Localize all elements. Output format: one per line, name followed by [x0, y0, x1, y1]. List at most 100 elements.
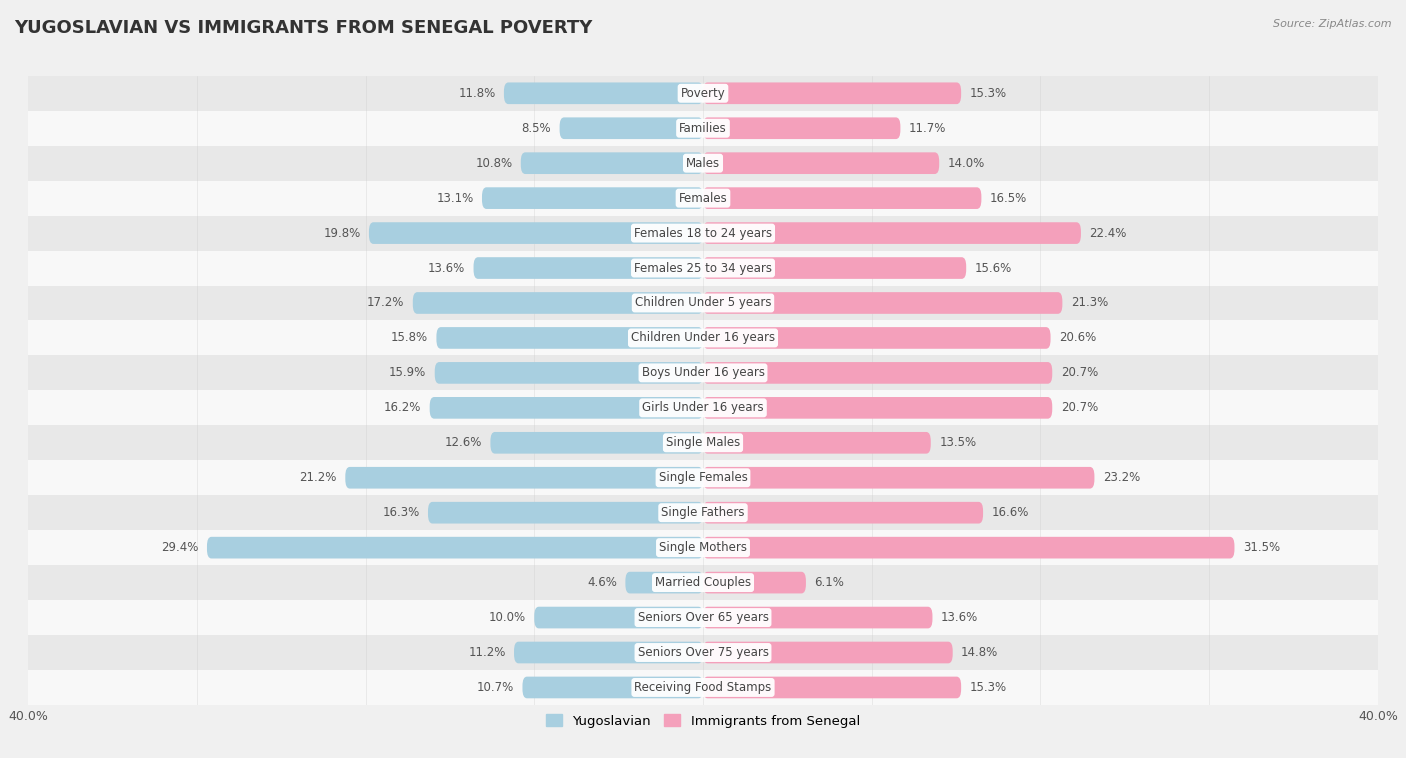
Text: 20.6%: 20.6% [1059, 331, 1097, 344]
Text: 15.3%: 15.3% [970, 86, 1007, 100]
FancyBboxPatch shape [703, 502, 983, 524]
FancyBboxPatch shape [515, 642, 703, 663]
FancyBboxPatch shape [560, 117, 703, 139]
FancyBboxPatch shape [703, 152, 939, 174]
Text: Males: Males [686, 157, 720, 170]
Text: 13.6%: 13.6% [941, 611, 979, 624]
Text: 31.5%: 31.5% [1243, 541, 1279, 554]
FancyBboxPatch shape [703, 83, 962, 104]
Bar [28, 180, 1378, 215]
Text: Boys Under 16 years: Boys Under 16 years [641, 366, 765, 380]
FancyBboxPatch shape [474, 257, 703, 279]
FancyBboxPatch shape [436, 327, 703, 349]
Text: Receiving Food Stamps: Receiving Food Stamps [634, 681, 772, 694]
Text: 6.1%: 6.1% [814, 576, 844, 589]
FancyBboxPatch shape [703, 467, 1094, 489]
Text: 16.6%: 16.6% [991, 506, 1029, 519]
Bar [28, 390, 1378, 425]
FancyBboxPatch shape [703, 327, 1050, 349]
Text: 14.8%: 14.8% [962, 646, 998, 659]
Bar [28, 565, 1378, 600]
Text: Single Females: Single Females [658, 471, 748, 484]
FancyBboxPatch shape [491, 432, 703, 453]
Bar [28, 321, 1378, 356]
Text: 11.7%: 11.7% [908, 122, 946, 135]
FancyBboxPatch shape [703, 537, 1234, 559]
Text: Females: Females [679, 192, 727, 205]
FancyBboxPatch shape [703, 257, 966, 279]
Bar [28, 460, 1378, 495]
Text: Single Males: Single Males [666, 437, 740, 449]
FancyBboxPatch shape [703, 362, 1052, 384]
Text: 15.8%: 15.8% [391, 331, 427, 344]
Text: Children Under 5 years: Children Under 5 years [634, 296, 772, 309]
FancyBboxPatch shape [434, 362, 703, 384]
Text: 19.8%: 19.8% [323, 227, 360, 240]
Text: 17.2%: 17.2% [367, 296, 405, 309]
Text: 10.8%: 10.8% [475, 157, 512, 170]
Text: Children Under 16 years: Children Under 16 years [631, 331, 775, 344]
Text: 21.2%: 21.2% [299, 471, 337, 484]
FancyBboxPatch shape [413, 292, 703, 314]
Legend: Yugoslavian, Immigrants from Senegal: Yugoslavian, Immigrants from Senegal [541, 709, 865, 733]
FancyBboxPatch shape [703, 642, 953, 663]
FancyBboxPatch shape [520, 152, 703, 174]
FancyBboxPatch shape [703, 397, 1052, 418]
FancyBboxPatch shape [626, 572, 703, 594]
Bar [28, 495, 1378, 530]
Text: Females 18 to 24 years: Females 18 to 24 years [634, 227, 772, 240]
Bar [28, 600, 1378, 635]
Text: 10.0%: 10.0% [489, 611, 526, 624]
FancyBboxPatch shape [703, 606, 932, 628]
FancyBboxPatch shape [427, 502, 703, 524]
Text: Seniors Over 65 years: Seniors Over 65 years [637, 611, 769, 624]
Bar [28, 286, 1378, 321]
Bar [28, 215, 1378, 251]
Text: 13.6%: 13.6% [427, 262, 465, 274]
Text: 22.4%: 22.4% [1090, 227, 1126, 240]
FancyBboxPatch shape [703, 677, 962, 698]
Text: 15.9%: 15.9% [389, 366, 426, 380]
FancyBboxPatch shape [523, 677, 703, 698]
Text: 16.5%: 16.5% [990, 192, 1026, 205]
Text: 29.4%: 29.4% [162, 541, 198, 554]
Text: 23.2%: 23.2% [1102, 471, 1140, 484]
Text: 14.0%: 14.0% [948, 157, 984, 170]
Bar [28, 670, 1378, 705]
Text: Families: Families [679, 122, 727, 135]
FancyBboxPatch shape [534, 606, 703, 628]
Text: Single Fathers: Single Fathers [661, 506, 745, 519]
Text: 16.3%: 16.3% [382, 506, 419, 519]
Text: 11.2%: 11.2% [468, 646, 506, 659]
Text: 15.6%: 15.6% [974, 262, 1012, 274]
Text: Girls Under 16 years: Girls Under 16 years [643, 401, 763, 415]
FancyBboxPatch shape [503, 83, 703, 104]
Bar [28, 425, 1378, 460]
Text: 13.5%: 13.5% [939, 437, 976, 449]
FancyBboxPatch shape [346, 467, 703, 489]
Text: 4.6%: 4.6% [588, 576, 617, 589]
Bar [28, 635, 1378, 670]
FancyBboxPatch shape [207, 537, 703, 559]
FancyBboxPatch shape [482, 187, 703, 209]
Text: 12.6%: 12.6% [444, 437, 482, 449]
Bar [28, 356, 1378, 390]
FancyBboxPatch shape [703, 222, 1081, 244]
FancyBboxPatch shape [703, 187, 981, 209]
FancyBboxPatch shape [368, 222, 703, 244]
Text: 8.5%: 8.5% [522, 122, 551, 135]
Text: 10.7%: 10.7% [477, 681, 515, 694]
Text: Single Mothers: Single Mothers [659, 541, 747, 554]
Text: Source: ZipAtlas.com: Source: ZipAtlas.com [1274, 19, 1392, 29]
Text: 20.7%: 20.7% [1060, 401, 1098, 415]
Bar [28, 76, 1378, 111]
Text: Seniors Over 75 years: Seniors Over 75 years [637, 646, 769, 659]
Text: 11.8%: 11.8% [458, 86, 495, 100]
Text: YUGOSLAVIAN VS IMMIGRANTS FROM SENEGAL POVERTY: YUGOSLAVIAN VS IMMIGRANTS FROM SENEGAL P… [14, 19, 592, 37]
Bar [28, 111, 1378, 146]
Text: Married Couples: Married Couples [655, 576, 751, 589]
Text: 16.2%: 16.2% [384, 401, 422, 415]
Text: Females 25 to 34 years: Females 25 to 34 years [634, 262, 772, 274]
Text: 20.7%: 20.7% [1060, 366, 1098, 380]
Bar [28, 146, 1378, 180]
